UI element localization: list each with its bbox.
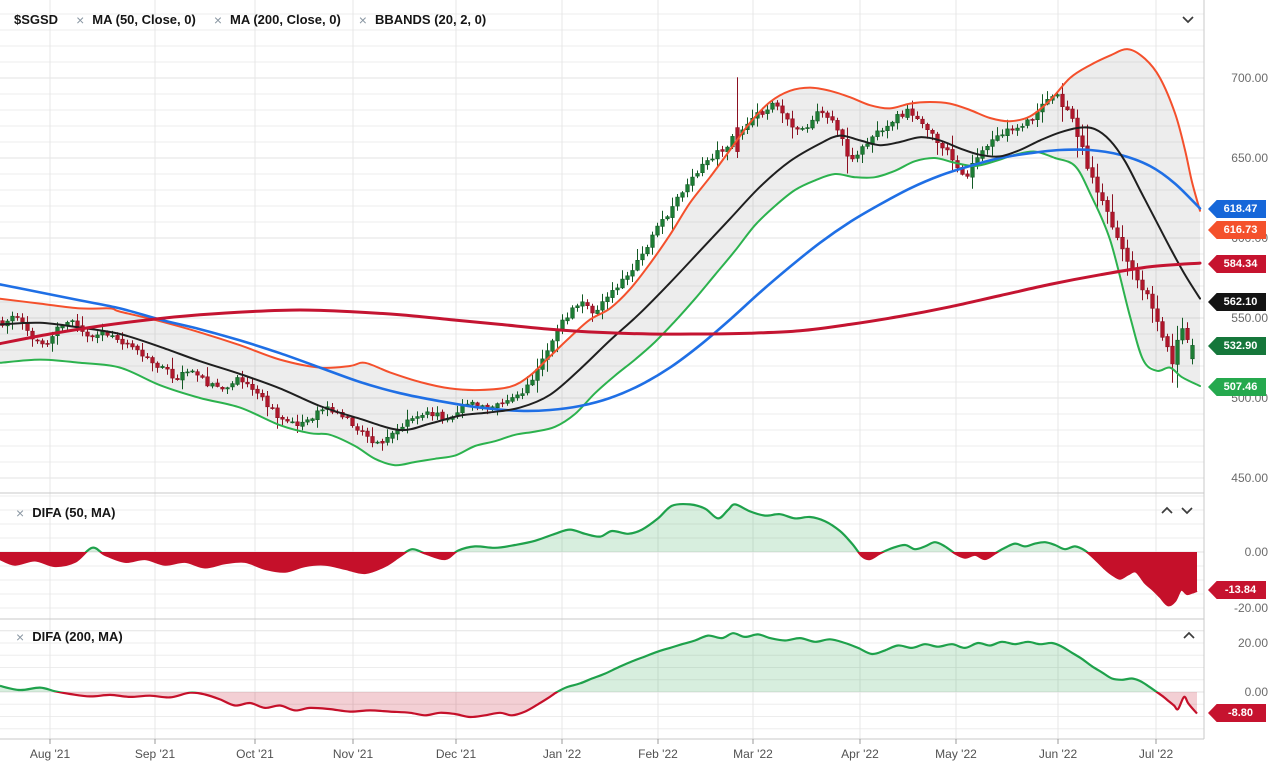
main-panel-collapse-chevron-down-icon[interactable] — [1180, 14, 1196, 25]
bbands-middle-line — [0, 126, 1201, 432]
y-axis-tick-label: 0.00 — [1244, 545, 1268, 559]
difa50-collapse-chevron-down-icon[interactable] — [1179, 505, 1195, 516]
remove-difa50-icon[interactable]: × — [16, 504, 25, 521]
y-axis-tick-label: 700.00 — [1231, 71, 1268, 85]
x-axis-month-label: Dec '21 — [435, 747, 477, 761]
x-axis-month-label: Jan '22 — [542, 747, 582, 761]
bollinger-band-fill — [0, 49, 1200, 466]
x-axis-month-label: Feb '22 — [638, 747, 678, 761]
price-panel — [0, 48, 1202, 467]
difa50-panel-header: × DIFA (50, MA) — [16, 505, 116, 520]
x-axis-month-label: Mar '22 — [733, 747, 773, 761]
difa200-panel-label: DIFA (200, MA) — [32, 629, 123, 644]
difa200-panel-header: × DIFA (200, MA) — [16, 629, 123, 644]
price-tag: 616.73 — [1208, 221, 1266, 239]
difa200-move-up-chevron-icon[interactable] — [1181, 630, 1197, 641]
candlesticks — [0, 77, 1195, 451]
remove-ma200-icon[interactable]: × — [213, 11, 222, 28]
price-tag: 562.10 — [1208, 293, 1266, 311]
remove-ma50-icon[interactable]: × — [76, 11, 85, 28]
price-tag: 507.46 — [1208, 378, 1266, 396]
indicator-label-ma50: MA (50, Close, 0) — [92, 12, 196, 27]
difa200-panel — [0, 632, 1198, 719]
x-axis-month-label: Oct '21 — [236, 747, 274, 761]
y-axis-tick-label: -20.00 — [1233, 601, 1268, 615]
y-axis-tick-label: 20.00 — [1237, 636, 1268, 650]
remove-bbands-icon[interactable]: × — [358, 11, 367, 28]
y-axis-tick-label: 0.00 — [1244, 685, 1268, 699]
indicator-label-ma200: MA (200, Close, 0) — [230, 12, 341, 27]
remove-difa200-icon[interactable]: × — [16, 628, 25, 645]
symbol-label: $SGSD — [14, 12, 59, 27]
bbands-lower-line — [0, 150, 1201, 467]
main-chart-header: $SGSD × MA (50, Close, 0) × MA (200, Clo… — [14, 12, 486, 27]
price-tag: -8.80 — [1208, 704, 1266, 722]
x-axis-month-label: Aug '21 — [29, 747, 71, 761]
ma50-line — [0, 148, 1202, 413]
x-axis-month-label: Nov '21 — [332, 747, 374, 761]
indicator-chip-ma50: × MA (50, Close, 0) — [76, 12, 196, 27]
price-tag: 584.34 — [1208, 255, 1266, 273]
x-axis-month-label: Apr '22 — [841, 747, 879, 761]
y-axis-tick-label: 650.00 — [1231, 151, 1268, 165]
y-axis-tick-label: 550.00 — [1231, 311, 1268, 325]
price-tag: 618.47 — [1208, 200, 1266, 218]
price-tag: -13.84 — [1208, 581, 1266, 599]
difa50-move-up-chevron-icon[interactable] — [1159, 505, 1175, 516]
y-axis-tick-label: 450.00 — [1231, 471, 1268, 485]
x-axis-month-label: Jul '22 — [1138, 747, 1174, 761]
panel-borders — [0, 0, 1205, 744]
ma200-line — [0, 261, 1202, 346]
indicator-label-bbands: BBANDS (20, 2, 0) — [374, 12, 487, 27]
difa50-panel-label: DIFA (50, MA) — [32, 505, 116, 520]
x-axis-month-label: May '22 — [935, 747, 977, 761]
x-axis-month-label: Jun '22 — [1038, 747, 1078, 761]
price-tag: 532.90 — [1208, 337, 1266, 355]
x-axis-month-label: Sep '21 — [134, 747, 176, 761]
indicator-chip-bbands: × BBANDS (20, 2, 0) — [359, 12, 486, 27]
difa50-panel — [0, 502, 1198, 607]
indicator-chip-ma200: × MA (200, Close, 0) — [214, 12, 341, 27]
